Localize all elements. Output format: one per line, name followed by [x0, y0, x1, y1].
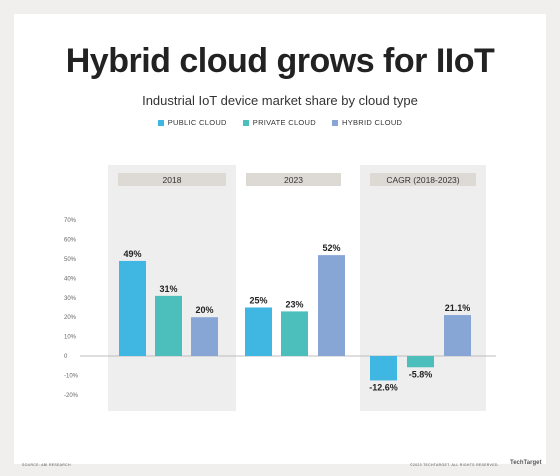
chart-title: Hybrid cloud grows for IIoT: [65, 42, 495, 80]
legend-swatch-public: [157, 119, 164, 126]
chart-subtitle: Industrial IoT device market share by cl…: [142, 93, 418, 108]
legend-item-public: PUBLIC CLOUD: [157, 118, 227, 127]
group-header-box-0: [118, 173, 226, 186]
bar-private-cloud-2: [407, 356, 434, 368]
y-tick-label: 60%: [64, 238, 77, 244]
bar-private-cloud-1: [281, 311, 308, 356]
y-tick-label: 70%: [64, 218, 77, 224]
bar-public-cloud-0: [119, 260, 146, 356]
data-label: 49%: [123, 249, 141, 259]
y-tick-label: -20%: [64, 393, 79, 399]
group-header-box-1: [246, 173, 341, 186]
data-label: 23%: [285, 299, 303, 309]
bar-public-cloud-1: [245, 307, 272, 356]
y-tick-label: 30%: [64, 296, 77, 302]
data-label: 21.1%: [445, 303, 471, 313]
group-label-0: 2018: [163, 175, 182, 185]
legend-swatch-private: [242, 119, 249, 126]
legend-swatch-hybrid: [331, 119, 338, 126]
bar-hybrid-cloud-1: [318, 255, 345, 356]
group-label-2: CAGR (2018-2023): [386, 175, 459, 185]
bar-hybrid-cloud-0: [191, 317, 218, 356]
group-label-1: 2023: [284, 175, 303, 185]
source-note: SOURCE: ABI RESEARCH: [22, 463, 71, 467]
group-header-box-2: [370, 173, 476, 186]
data-label: 20%: [195, 305, 213, 315]
data-label: 25%: [249, 296, 267, 306]
y-tick-label: 10%: [64, 335, 77, 341]
y-tick-label: -10%: [64, 373, 79, 379]
legend: PUBLIC CLOUD PRIVATE CLOUD HYBRID CLOUD: [0, 118, 560, 127]
legend-label-hybrid: HYBRID CLOUD: [341, 118, 403, 127]
data-label: 31%: [159, 284, 177, 294]
legend-label-private: PRIVATE CLOUD: [252, 118, 316, 127]
y-tick-label: 50%: [64, 257, 77, 263]
legend-item-hybrid: HYBRID CLOUD: [331, 118, 403, 127]
legend-item-private: PRIVATE CLOUD: [242, 118, 316, 127]
y-tick-label: 20%: [64, 315, 77, 321]
y-tick-label: 40%: [64, 276, 77, 282]
bar-hybrid-cloud-2: [444, 315, 471, 356]
copyright-note: ©2023 TECHTARGET. ALL RIGHTS RESERVED.: [410, 463, 499, 467]
data-label: 52%: [322, 243, 340, 253]
bar-public-cloud-2: [370, 356, 397, 381]
data-label: -12.6%: [369, 382, 398, 392]
brand-logo: TechTarget: [510, 460, 542, 466]
legend-label-public: PUBLIC CLOUD: [167, 118, 227, 127]
y-tick-label: 0: [64, 354, 68, 360]
bar-private-cloud-0: [155, 295, 182, 356]
data-label: -5.8%: [409, 369, 433, 379]
